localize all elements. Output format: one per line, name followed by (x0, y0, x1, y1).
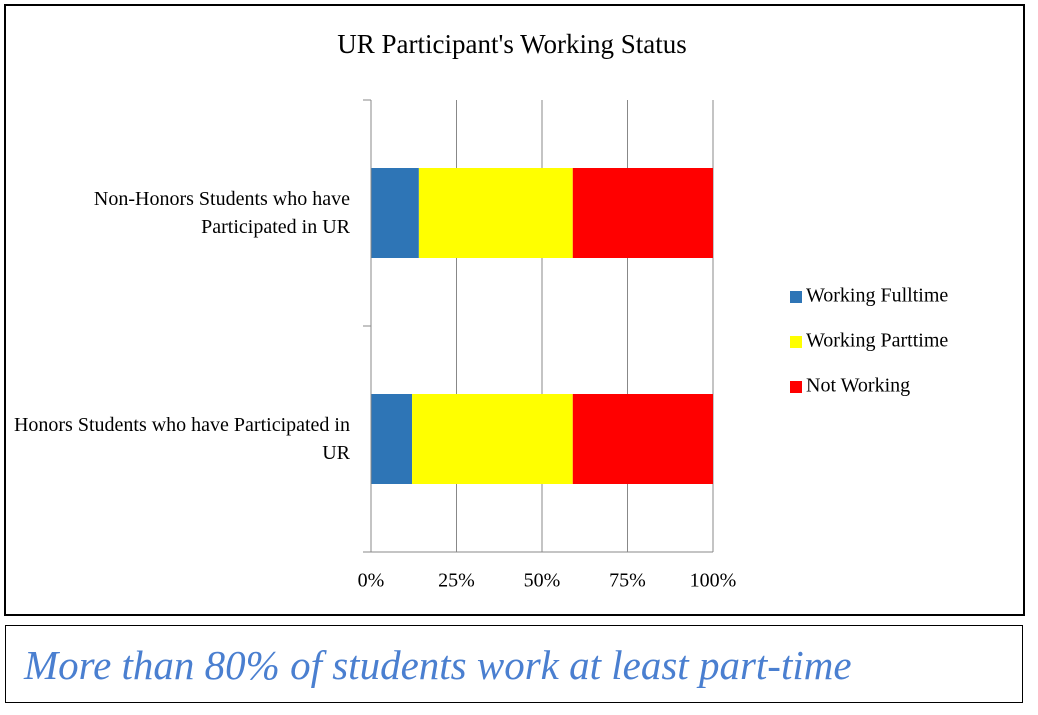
x-tick-label: 75% (609, 570, 646, 592)
y-tick-label: Honors Students who have Participated in… (13, 414, 350, 464)
bar-segment (412, 394, 573, 484)
legend-label: Working Parttime (806, 330, 948, 352)
caption: More than 80% of students work at least … (5, 625, 1023, 703)
x-tick-label: 25% (438, 570, 475, 592)
chart: UR Participant's Working Status 0% 25% 50%… (4, 4, 1025, 616)
bar-segment (371, 168, 419, 258)
y-tick-label: Non-Honors Students who have Participate… (93, 188, 350, 238)
chart-frame (4, 4, 1025, 616)
legend-swatch (790, 336, 802, 348)
bar-segment (572, 168, 713, 258)
x-tick-label: 100% (690, 570, 737, 592)
legend-label: Not Working (806, 375, 910, 397)
x-tick-label: 0% (358, 570, 385, 592)
legend-label: Working Fulltime (806, 285, 948, 307)
bar-segment (371, 394, 413, 484)
x-tick-label: 50% (524, 570, 561, 592)
legend-swatch (790, 291, 802, 303)
chart-title: UR Participant's Working Status (337, 29, 686, 59)
bar-segment (572, 394, 713, 484)
legend-swatch (790, 381, 802, 393)
bar-segment (418, 168, 573, 258)
